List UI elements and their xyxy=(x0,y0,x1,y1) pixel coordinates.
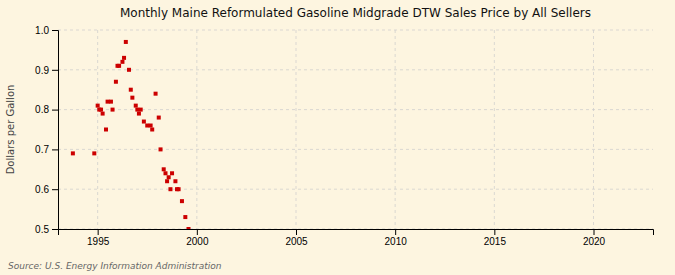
point xyxy=(122,56,126,60)
point xyxy=(127,68,131,72)
points xyxy=(71,40,191,229)
point xyxy=(129,88,133,92)
point xyxy=(168,187,172,191)
point xyxy=(134,104,138,108)
tick-mark xyxy=(52,229,58,230)
tick-mark xyxy=(52,30,58,31)
point xyxy=(177,187,181,191)
point xyxy=(187,227,191,229)
tick-mark xyxy=(395,229,396,235)
tick-mark xyxy=(296,229,297,235)
annotation: Source: U.S. Energy Information Administ… xyxy=(8,261,222,271)
tick: 2015 xyxy=(484,229,507,247)
point xyxy=(159,147,163,151)
title: Monthly Maine Reformulated Gasoline Midg… xyxy=(120,6,591,20)
grid-line xyxy=(593,30,594,229)
tick-label: 0.8 xyxy=(35,104,49,115)
point xyxy=(137,112,141,116)
point xyxy=(154,92,158,96)
x-axis: 1995 2000 2005 2010 2015 2020 xyxy=(59,229,654,247)
point xyxy=(149,124,153,128)
point xyxy=(150,128,154,132)
point xyxy=(117,64,121,68)
tick: 2000 xyxy=(186,229,209,247)
axis-line xyxy=(52,31,59,230)
point xyxy=(109,100,113,104)
tick-label: 2005 xyxy=(285,236,308,247)
tick-mark xyxy=(52,70,58,71)
point xyxy=(183,215,187,219)
point xyxy=(167,175,171,179)
point xyxy=(96,104,100,108)
point xyxy=(124,40,128,44)
page: {"chart_data": { "type": "scatter", "tit… xyxy=(0,0,675,275)
tick-mark xyxy=(594,229,595,235)
chart: 1995 2000 2005 2010 2015 2020 0.5 0.6 0.7 0.8 0.9 1… xyxy=(0,0,675,275)
grid-line xyxy=(58,69,653,70)
tick: 0.9 xyxy=(35,65,58,76)
grid-line xyxy=(296,30,297,229)
point xyxy=(111,108,115,112)
tick-mark xyxy=(52,189,58,190)
tick: 1995 xyxy=(87,229,110,247)
tick-label: 2020 xyxy=(583,236,606,247)
grid xyxy=(58,30,653,229)
tick-mark xyxy=(52,149,58,150)
tick-label: 2015 xyxy=(484,236,507,247)
tick-mark xyxy=(98,229,99,235)
point xyxy=(157,116,161,120)
axis-line xyxy=(59,230,654,236)
tick-label: 0.9 xyxy=(35,65,49,76)
grid-line xyxy=(395,30,396,229)
tick: 2005 xyxy=(285,229,308,247)
point xyxy=(99,108,103,112)
tick: 0.5 xyxy=(35,224,58,235)
point xyxy=(114,80,118,84)
tick-mark xyxy=(197,229,198,235)
tick-label: 0.7 xyxy=(35,144,49,155)
tick: 0.6 xyxy=(35,184,58,195)
grid-line xyxy=(494,30,495,229)
point xyxy=(162,167,166,171)
tick-label: 2000 xyxy=(186,236,209,247)
tick: 2010 xyxy=(385,229,408,247)
y-axis-label: Dollars per Gallon xyxy=(5,85,16,175)
point xyxy=(173,179,177,183)
grid-line xyxy=(58,109,653,110)
point xyxy=(165,179,169,183)
tick: 0.8 xyxy=(35,104,58,115)
tick-label: 0.5 xyxy=(35,224,49,235)
point xyxy=(142,120,146,124)
point xyxy=(139,108,143,112)
point xyxy=(104,128,108,132)
grid-line xyxy=(97,30,98,229)
tick-mark xyxy=(52,110,58,111)
tick-label: 0.6 xyxy=(35,184,49,195)
point xyxy=(130,96,134,100)
y-axis: 0.5 0.6 0.7 0.8 0.9 1.0 xyxy=(35,25,58,235)
tick: 1.0 xyxy=(35,25,58,36)
point xyxy=(170,171,174,175)
plot-area: 1995 2000 2005 2010 2015 2020 0.5 0.6 0.7 0.8 0.9 1… xyxy=(35,25,653,247)
tick-mark xyxy=(494,229,495,235)
point xyxy=(163,171,167,175)
tick-label: 1.0 xyxy=(35,25,49,36)
grid-line xyxy=(58,30,653,31)
point xyxy=(120,60,124,64)
tick-label: 2010 xyxy=(385,236,408,247)
point xyxy=(180,199,184,203)
grid-line xyxy=(58,149,653,150)
point xyxy=(71,151,75,155)
point xyxy=(101,112,105,116)
tick-label: 1995 xyxy=(87,236,110,247)
grid-line xyxy=(58,189,653,190)
point xyxy=(92,151,96,155)
tick: 2020 xyxy=(583,229,606,247)
grid-line xyxy=(196,30,197,229)
tick: 0.7 xyxy=(35,144,58,155)
